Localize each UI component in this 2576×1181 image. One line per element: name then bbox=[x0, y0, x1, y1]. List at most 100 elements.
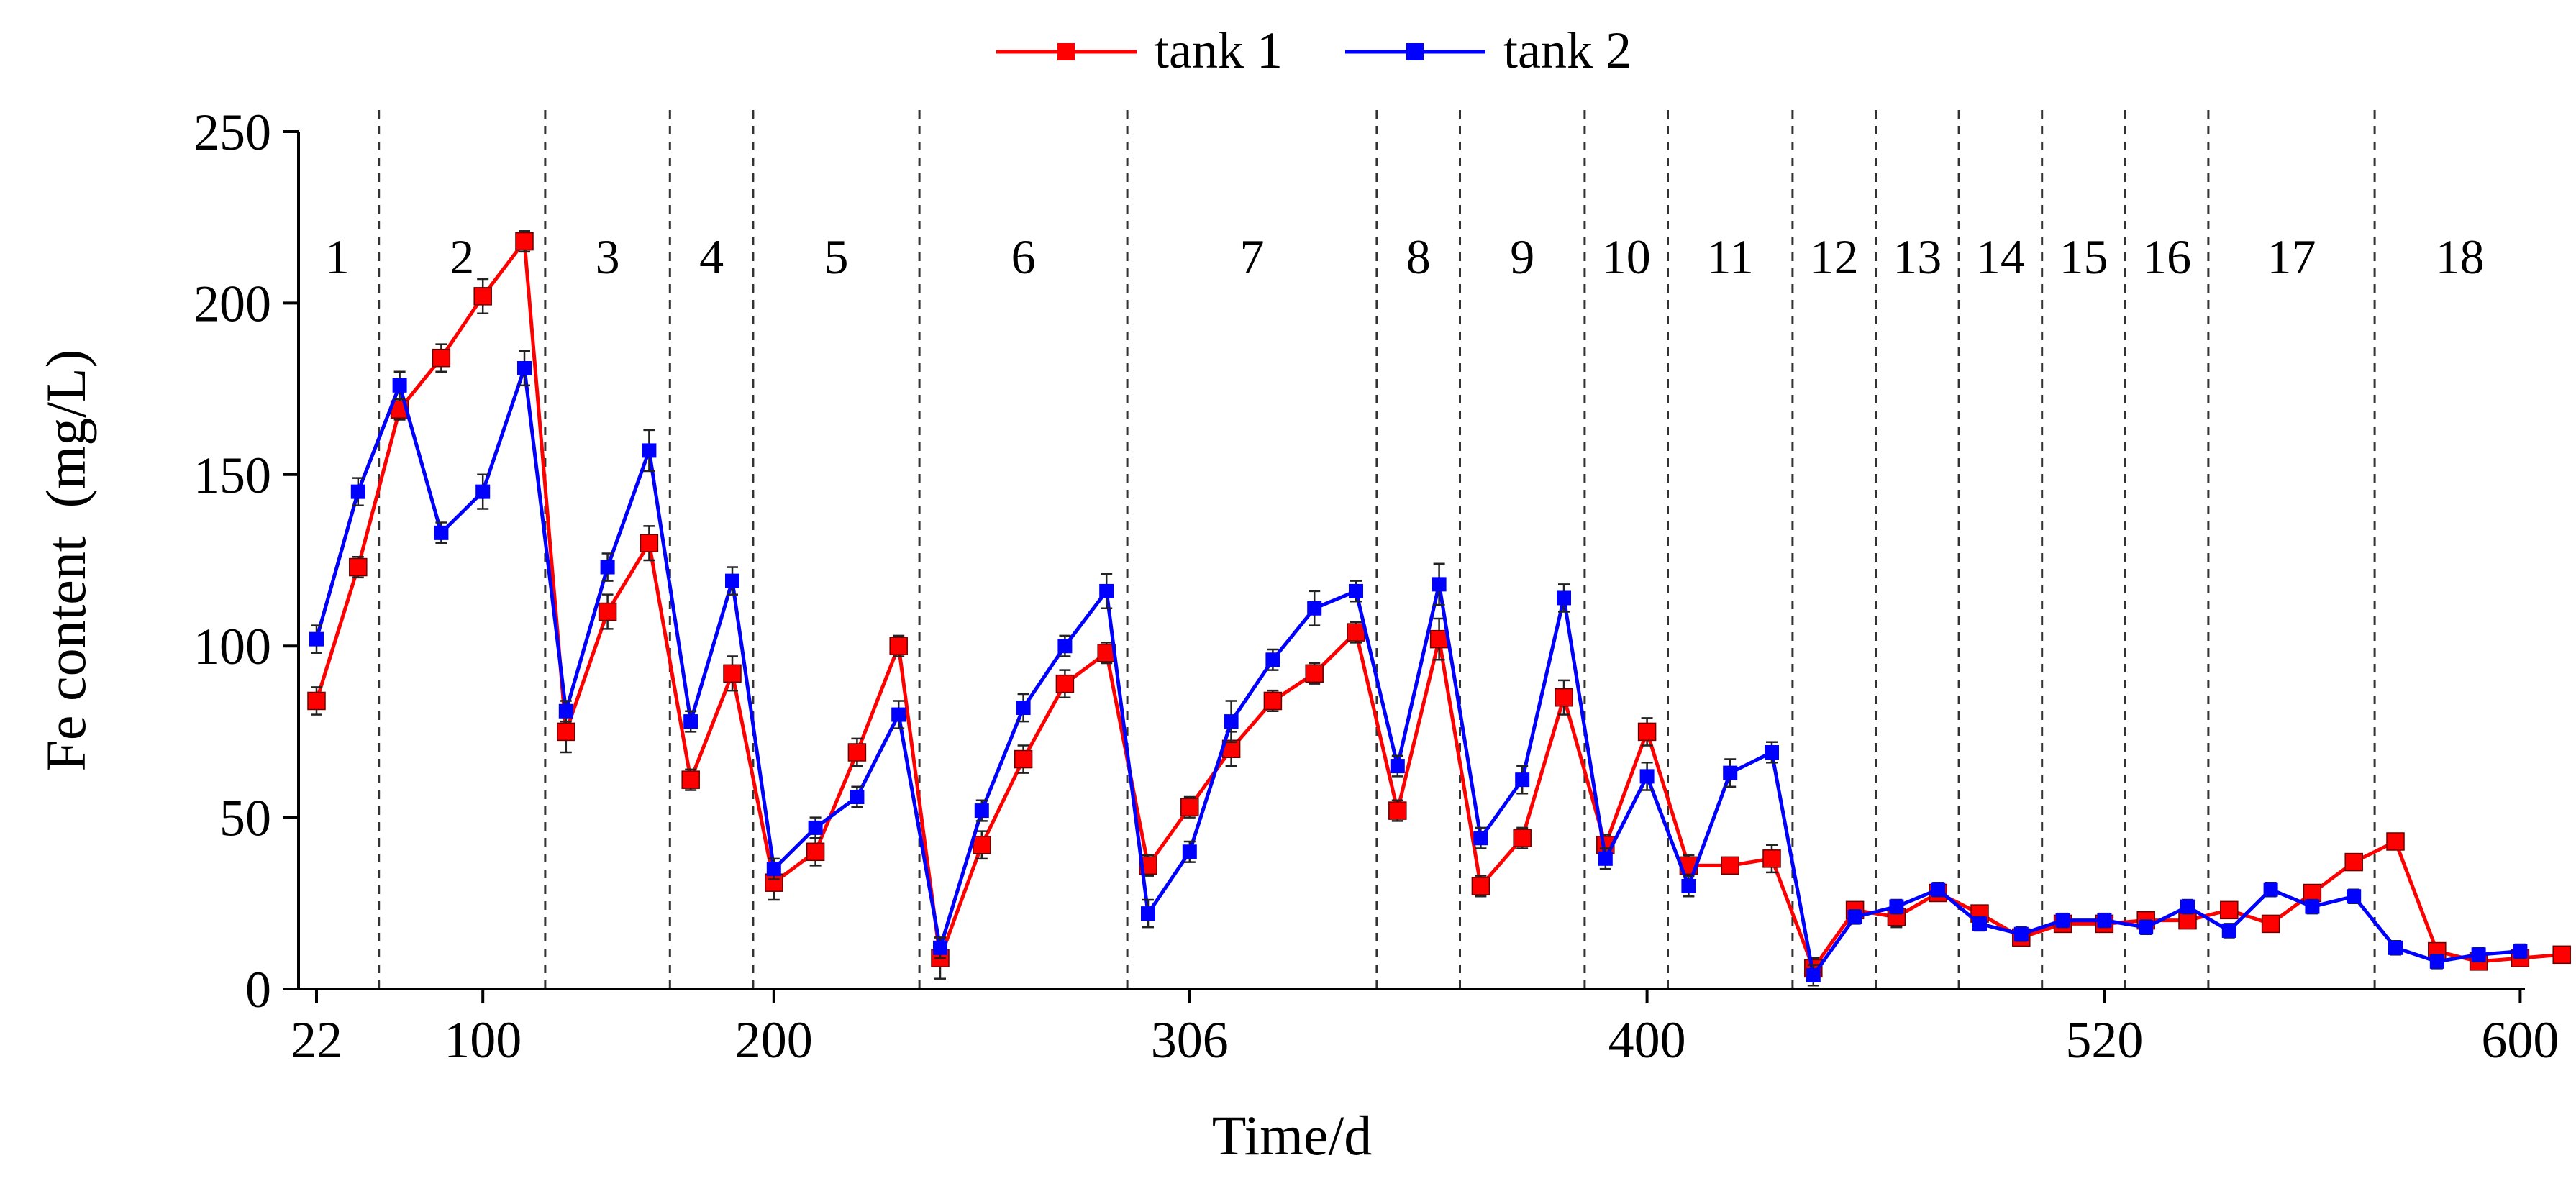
data-point-tank-1[interactable] bbox=[2386, 832, 2405, 851]
data-point-tank-1[interactable] bbox=[1305, 664, 1324, 683]
data-point-tank-2[interactable] bbox=[1057, 639, 1073, 654]
stage-label: 15 bbox=[2060, 229, 2108, 284]
legend-item-tank-1[interactable]: tank 1 bbox=[996, 22, 1283, 79]
data-point-tank-2[interactable] bbox=[558, 703, 573, 719]
data-point-tank-1[interactable] bbox=[973, 835, 991, 854]
stage-label: 18 bbox=[2436, 229, 2485, 284]
data-point-tank-1[interactable] bbox=[1388, 801, 1407, 820]
data-point-tank-2[interactable] bbox=[1723, 765, 1738, 780]
data-point-tank-2[interactable] bbox=[974, 803, 989, 819]
data-point-tank-2[interactable] bbox=[1099, 583, 1114, 598]
data-point-tank-1[interactable] bbox=[2261, 914, 2280, 934]
data-point-tank-1[interactable] bbox=[598, 602, 617, 621]
data-point-tank-2[interactable] bbox=[2471, 947, 2486, 962]
data-point-tank-2[interactable] bbox=[309, 631, 324, 647]
data-point-tank-2[interactable] bbox=[1931, 882, 1946, 897]
data-point-tank-2[interactable] bbox=[1473, 831, 1488, 846]
data-point-tank-1[interactable] bbox=[1637, 722, 1657, 742]
data-point-tank-2[interactable] bbox=[1557, 590, 1571, 606]
data-point-tank-1[interactable] bbox=[1513, 829, 1532, 847]
legend-item-tank-2[interactable]: tank 2 bbox=[1345, 22, 1631, 79]
data-point-tank-2[interactable] bbox=[517, 360, 532, 375]
data-point-tank-2[interactable] bbox=[2013, 926, 2029, 941]
data-point-tank-2[interactable] bbox=[392, 378, 407, 393]
data-point-tank-1[interactable] bbox=[2552, 945, 2571, 965]
data-point-tank-2[interactable] bbox=[933, 940, 947, 955]
data-point-tank-1[interactable] bbox=[1055, 674, 1075, 693]
data-point-tank-2[interactable] bbox=[1972, 916, 1987, 931]
data-point-tank-1[interactable] bbox=[723, 664, 742, 683]
data-point-tank-2[interactable] bbox=[2429, 954, 2444, 969]
data-point-tank-2[interactable] bbox=[2097, 913, 2112, 928]
data-point-tank-1[interactable] bbox=[1263, 691, 1283, 711]
data-point-tank-1[interactable] bbox=[1471, 877, 1490, 895]
data-point-tank-1[interactable] bbox=[473, 287, 492, 306]
data-point-tank-2[interactable] bbox=[1224, 714, 1239, 729]
data-point-tank-1[interactable] bbox=[349, 557, 368, 577]
data-point-tank-1[interactable] bbox=[1014, 749, 1033, 769]
data-point-tank-1[interactable] bbox=[557, 722, 575, 742]
data-point-tank-2[interactable] bbox=[642, 443, 657, 458]
data-point-tank-2[interactable] bbox=[1847, 909, 1862, 924]
data-point-tank-2[interactable] bbox=[2513, 944, 2528, 959]
data-point-tank-2[interactable] bbox=[1390, 759, 1405, 774]
data-point-tank-2[interactable] bbox=[2388, 940, 2403, 955]
data-point-tank-2[interactable] bbox=[600, 560, 615, 575]
data-point-tank-2[interactable] bbox=[2263, 882, 2278, 897]
stage-label: 12 bbox=[1810, 229, 1859, 284]
data-point-tank-1[interactable] bbox=[2220, 900, 2239, 920]
data-point-tank-1[interactable] bbox=[432, 348, 451, 368]
data-point-tank-2[interactable] bbox=[1432, 577, 1447, 592]
y-tick-label: 250 bbox=[194, 104, 271, 161]
stage-label: 8 bbox=[1406, 229, 1431, 284]
data-point-tank-1[interactable] bbox=[681, 770, 700, 789]
data-point-tank-2[interactable] bbox=[1806, 967, 1821, 982]
data-point-tank-2[interactable] bbox=[475, 484, 491, 499]
data-point-tank-2[interactable] bbox=[1681, 878, 1696, 893]
data-point-tank-2[interactable] bbox=[1889, 899, 1904, 914]
data-point-tank-1[interactable] bbox=[1762, 849, 1781, 868]
data-point-tank-1[interactable] bbox=[1429, 629, 1449, 649]
data-point-tank-1[interactable] bbox=[1555, 688, 1573, 707]
data-point-tank-2[interactable] bbox=[766, 862, 781, 877]
data-point-tank-2[interactable] bbox=[891, 707, 906, 722]
data-point-tank-1[interactable] bbox=[2344, 852, 2363, 872]
data-point-tank-1[interactable] bbox=[307, 691, 326, 711]
data-point-tank-1[interactable] bbox=[2303, 883, 2322, 903]
data-point-tank-1[interactable] bbox=[806, 842, 825, 862]
data-point-tank-2[interactable] bbox=[808, 820, 823, 835]
data-point-tank-2[interactable] bbox=[1349, 583, 1363, 598]
data-point-tank-1[interactable] bbox=[1347, 623, 1365, 642]
data-point-tank-2[interactable] bbox=[1515, 772, 1530, 788]
data-point-tank-2[interactable] bbox=[2055, 913, 2070, 928]
data-point-tank-2[interactable] bbox=[2139, 920, 2154, 935]
data-point-tank-2[interactable] bbox=[1182, 844, 1197, 859]
data-point-tank-1[interactable] bbox=[1721, 856, 1739, 875]
x-tick-label: 400 bbox=[1608, 1011, 1686, 1069]
data-point-tank-2[interactable] bbox=[2180, 899, 2195, 914]
data-point-tank-2[interactable] bbox=[1141, 906, 1155, 921]
data-point-tank-2[interactable] bbox=[1598, 851, 1613, 866]
data-point-tank-2[interactable] bbox=[1307, 601, 1322, 616]
data-point-tank-2[interactable] bbox=[1016, 701, 1031, 716]
data-point-tank-1[interactable] bbox=[1180, 798, 1199, 817]
data-point-tank-1[interactable] bbox=[515, 232, 534, 251]
data-point-tank-2[interactable] bbox=[1265, 652, 1280, 667]
data-point-tank-2[interactable] bbox=[2221, 923, 2236, 938]
data-point-tank-2[interactable] bbox=[1639, 769, 1655, 784]
data-point-tank-2[interactable] bbox=[434, 525, 449, 540]
x-tick-label: 520 bbox=[2065, 1011, 2143, 1069]
data-point-tank-2[interactable] bbox=[2347, 889, 2362, 904]
data-point-tank-2[interactable] bbox=[725, 573, 739, 588]
data-point-tank-2[interactable] bbox=[683, 714, 698, 729]
y-ticks: 0 50 100 150 200 250 bbox=[194, 104, 299, 1018]
stage-label: 2 bbox=[450, 229, 474, 284]
x-tick-label: 600 bbox=[2481, 1011, 2559, 1069]
data-point-tank-2[interactable] bbox=[1765, 745, 1779, 760]
data-point-tank-2[interactable] bbox=[350, 484, 365, 499]
data-point-tank-1[interactable] bbox=[847, 743, 867, 762]
data-point-tank-2[interactable] bbox=[2305, 899, 2320, 914]
data-point-tank-2[interactable] bbox=[850, 789, 865, 804]
data-point-tank-1[interactable] bbox=[889, 637, 908, 655]
data-point-tank-1[interactable] bbox=[640, 534, 659, 552]
